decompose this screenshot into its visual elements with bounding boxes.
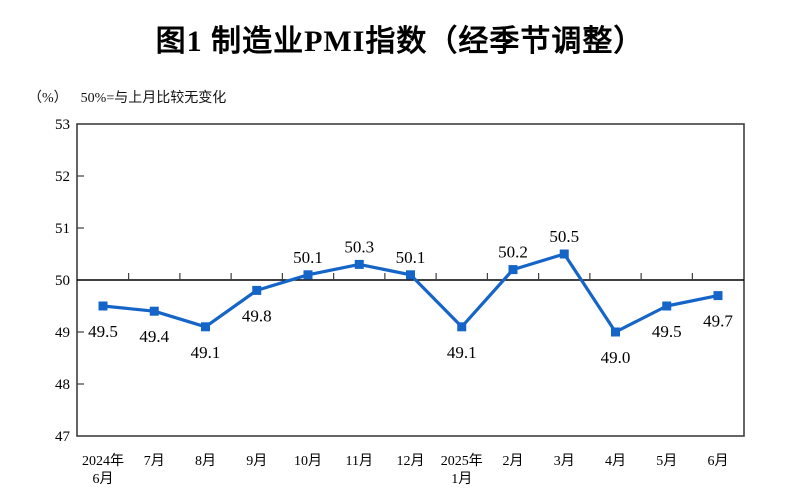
chart-title: 图1 制造业PMI指数（经季节调整） — [155, 25, 645, 58]
x-axis-label: 9月 — [246, 453, 267, 469]
y-axis-label: 53 — [55, 117, 70, 133]
x-axis-label: 2月 — [503, 453, 524, 469]
data-point-label: 50.2 — [498, 243, 528, 262]
data-point-marker — [508, 265, 518, 275]
data-point-marker — [559, 249, 569, 259]
data-point-marker — [354, 259, 364, 269]
data-point-marker — [98, 301, 108, 311]
y-axis-label: 47 — [55, 429, 71, 445]
unit-label: （%） — [28, 91, 68, 106]
chart-subtitle: （%） 50%=与上月比较无变化 — [28, 87, 226, 107]
y-axis-label: 52 — [55, 169, 70, 185]
y-axis-label: 51 — [55, 221, 70, 237]
data-point-label: 49.5 — [88, 322, 118, 341]
x-axis-label: 6月 — [93, 471, 114, 487]
data-point-label: 49.7 — [703, 312, 733, 331]
data-point-marker — [149, 306, 159, 316]
data-point-label: 49.8 — [242, 306, 272, 325]
data-point-marker — [406, 270, 415, 280]
data-point-marker — [303, 270, 313, 280]
x-axis-label: 7月 — [144, 453, 165, 469]
data-point-marker — [457, 322, 467, 332]
data-point-label: 49.5 — [652, 322, 682, 341]
data-point-label: 49.1 — [447, 343, 477, 362]
x-axis-label: 11月 — [346, 453, 373, 469]
y-axis-label: 50 — [55, 273, 70, 289]
x-axis-label: 4月 — [605, 453, 626, 469]
data-point-label: 50.1 — [293, 248, 323, 267]
y-axis-label: 49 — [55, 325, 70, 341]
x-axis-label: 2024年 — [82, 453, 124, 469]
data-point-label: 50.3 — [344, 237, 374, 256]
data-point-marker — [662, 301, 672, 311]
subtitle-note: 50%=与上月比较无变化 — [80, 91, 227, 106]
data-point-marker — [611, 327, 620, 337]
data-point-label: 49.4 — [139, 327, 169, 346]
data-point-label: 49.1 — [191, 343, 221, 362]
data-point-label: 50.1 — [396, 248, 426, 267]
x-axis-label: 3月 — [554, 453, 575, 469]
x-axis-label: 10月 — [294, 453, 322, 469]
x-axis-label: 12月 — [397, 453, 425, 469]
x-axis-label: 1月 — [451, 471, 472, 487]
data-point-marker — [201, 322, 210, 332]
x-axis-label: 5月 — [656, 453, 677, 469]
x-axis-label: 6月 — [708, 453, 729, 469]
data-point-marker — [252, 285, 262, 295]
x-axis-label: 8月 — [195, 453, 216, 469]
y-axis-label: 48 — [55, 377, 70, 393]
data-point-label: 50.5 — [549, 227, 579, 246]
data-point-marker — [713, 291, 723, 301]
data-point-label: 49.0 — [601, 348, 631, 367]
x-axis-label: 2025年 — [441, 453, 483, 469]
